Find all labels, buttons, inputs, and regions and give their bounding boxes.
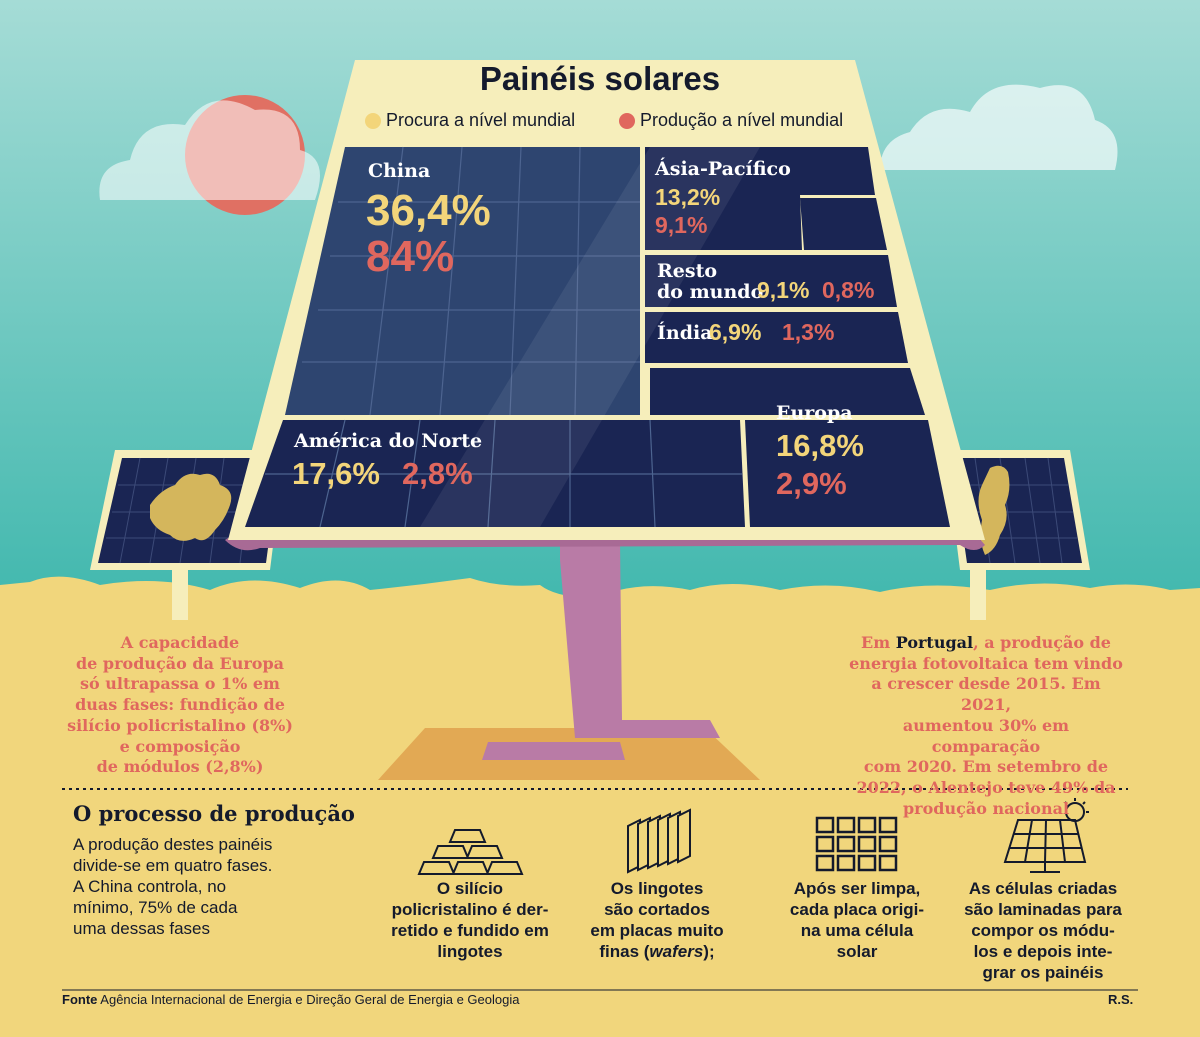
- step-2-italic-term: wafers: [649, 942, 704, 961]
- europe-note-line: só ultrapassa o 1% em: [80, 674, 280, 694]
- portugal-note-line: 2022, o Alentejo teve 49% da: [856, 777, 1116, 797]
- step-1-line: retido e fundido em: [391, 921, 549, 940]
- main-panel-cells: [245, 146, 950, 528]
- region-india-production: 1,3%: [782, 319, 835, 345]
- europe-map-shape: [150, 473, 232, 541]
- cell-europe-top: [650, 368, 925, 415]
- portugal-note-line: produção nacional: [902, 798, 1070, 818]
- region-india-name: Índia: [657, 322, 713, 344]
- process-intro-line: divide-se em quatro fases.: [73, 856, 273, 875]
- footer-credit: R.S.: [1108, 992, 1134, 1007]
- solar-cells-grid-icon: [815, 816, 898, 872]
- region-rest-world-demand: 9,1%: [757, 277, 810, 303]
- portugal-note-prefix: Em: [861, 633, 891, 652]
- step-4-line: As células criadas: [968, 879, 1118, 898]
- step-3-line: Após ser limpa,: [793, 879, 921, 898]
- portugal-note-line: aumentou 30% em comparação: [902, 715, 1070, 756]
- region-asia-pacific-demand: 13,2%: [655, 184, 721, 210]
- step-2-line: em placas muito: [590, 921, 724, 940]
- step-4-line: compor os módu-: [971, 921, 1115, 940]
- step-4-line: grar os painéis: [982, 963, 1104, 982]
- step-3-line: solar: [836, 942, 878, 961]
- panel-glare: [420, 147, 760, 527]
- cell-india: [645, 312, 908, 363]
- step-3-line: cada placa origi-: [789, 900, 925, 919]
- cloud-right: [880, 84, 1118, 170]
- portugal-note-highlight: Portugal: [895, 633, 974, 652]
- region-rest-world-name-1: Resto: [657, 260, 718, 282]
- region-china-name: China: [368, 160, 431, 182]
- europe-note-line: e composição: [119, 736, 241, 756]
- step-2-last-suffix: );: [703, 942, 715, 961]
- solar-panel-sun-icon: [1003, 798, 1089, 873]
- region-north-america-demand: 17,6%: [292, 456, 380, 491]
- portugal-note-line: a crescer desde 2015. Em 2021,: [871, 674, 1101, 715]
- portugal-map-shape: [978, 465, 1010, 555]
- footer-source-label: Fonte: [62, 992, 98, 1007]
- europe-note-line: de produção da Europa: [75, 653, 284, 673]
- cell-europe: [745, 420, 950, 527]
- process-heading: O processo de produção: [73, 801, 355, 826]
- step-1-line: O silício: [436, 879, 504, 898]
- region-rest-world-production: 0,8%: [822, 277, 875, 303]
- europe-note-line: duas fases: fundição de: [75, 695, 285, 715]
- region-europe-demand: 16,8%: [776, 428, 864, 463]
- step-2-last-prefix: finas (: [599, 942, 650, 961]
- process-intro: A produção destes painéis divide-se em q…: [73, 834, 272, 939]
- region-north-america-name: América do Norte: [294, 430, 483, 452]
- region-rest-world-name-2: do mundo: [657, 281, 764, 303]
- step-2-line: Os lingotes: [610, 879, 704, 898]
- region-north-america-production: 2,8%: [402, 456, 473, 491]
- process-step-1: O silício policristalino é der- retido e…: [385, 878, 555, 962]
- legend-production-dot: [619, 113, 635, 129]
- europe-note: A capacidade de produção da Europa só ul…: [60, 633, 300, 778]
- footer-source: Fonte Agência Internacional de Energia e…: [62, 992, 519, 1007]
- portugal-note: Em Portugal, a produção de energia fotov…: [846, 633, 1126, 819]
- process-step-4: As células criadas são laminadas para co…: [958, 878, 1128, 983]
- legend-demand-label: Procura a nível mundial: [386, 110, 576, 130]
- legend-production-label: Produção a nível mundial: [640, 110, 844, 130]
- page-title: Painéis solares: [479, 60, 721, 97]
- europe-note-line: A capacidade: [120, 633, 240, 652]
- process-intro-line: mínimo, 75% de cada: [73, 898, 238, 917]
- region-europe-name: Europa: [776, 402, 853, 424]
- step-1-line: policristalino é der-: [391, 900, 549, 919]
- step-1-line: lingotes: [437, 942, 503, 961]
- sand-dunes: [0, 576, 1200, 1037]
- step-3-line: na uma célula: [800, 921, 914, 940]
- footer-source-text: Agência Internacional de Energia e Direç…: [100, 992, 520, 1007]
- step-2-line: são cortados: [604, 900, 710, 919]
- process-step-2: Os lingotes são cortados em placas muito…: [572, 878, 742, 962]
- cell-asia-pacific: [645, 147, 875, 250]
- region-asia-pacific-name: Ásia-Pacífico: [655, 158, 791, 180]
- sun-cloud-left: [99, 95, 320, 215]
- legend-demand-dot: [365, 113, 381, 129]
- cell-rest-world: [645, 255, 897, 307]
- gold-ingots-icon: [417, 829, 524, 875]
- process-intro-line: A produção destes painéis: [73, 835, 273, 854]
- europe-note-line: silício policristalino (8%): [67, 715, 293, 735]
- portugal-note-line: energia fotovoltaica tem vindo: [849, 653, 1123, 673]
- region-china-demand: 36,4%: [366, 186, 491, 235]
- region-asia-pacific-production: 9,1%: [655, 212, 708, 238]
- portugal-note-line: com 2020. Em setembro de: [863, 757, 1109, 777]
- cell-asia-small-1: [800, 198, 887, 250]
- region-europe-production: 2,9%: [776, 466, 847, 501]
- process-step-3: Após ser limpa, cada placa origi- na uma…: [772, 878, 942, 962]
- cell-china: [285, 147, 640, 415]
- step-4-line: los e depois inte-: [973, 942, 1113, 961]
- portugal-note-rest: , a produção de: [973, 633, 1111, 652]
- region-india-demand: 6,9%: [709, 319, 762, 345]
- process-intro-line: A China controla, no: [73, 877, 227, 896]
- region-china-production: 84%: [366, 232, 455, 281]
- process-intro-line: uma dessas fases: [73, 919, 211, 938]
- europe-note-line: de módulos (2,8%): [96, 757, 264, 777]
- step-4-line: são laminadas para: [964, 900, 1122, 919]
- wafers-icon: [627, 808, 691, 874]
